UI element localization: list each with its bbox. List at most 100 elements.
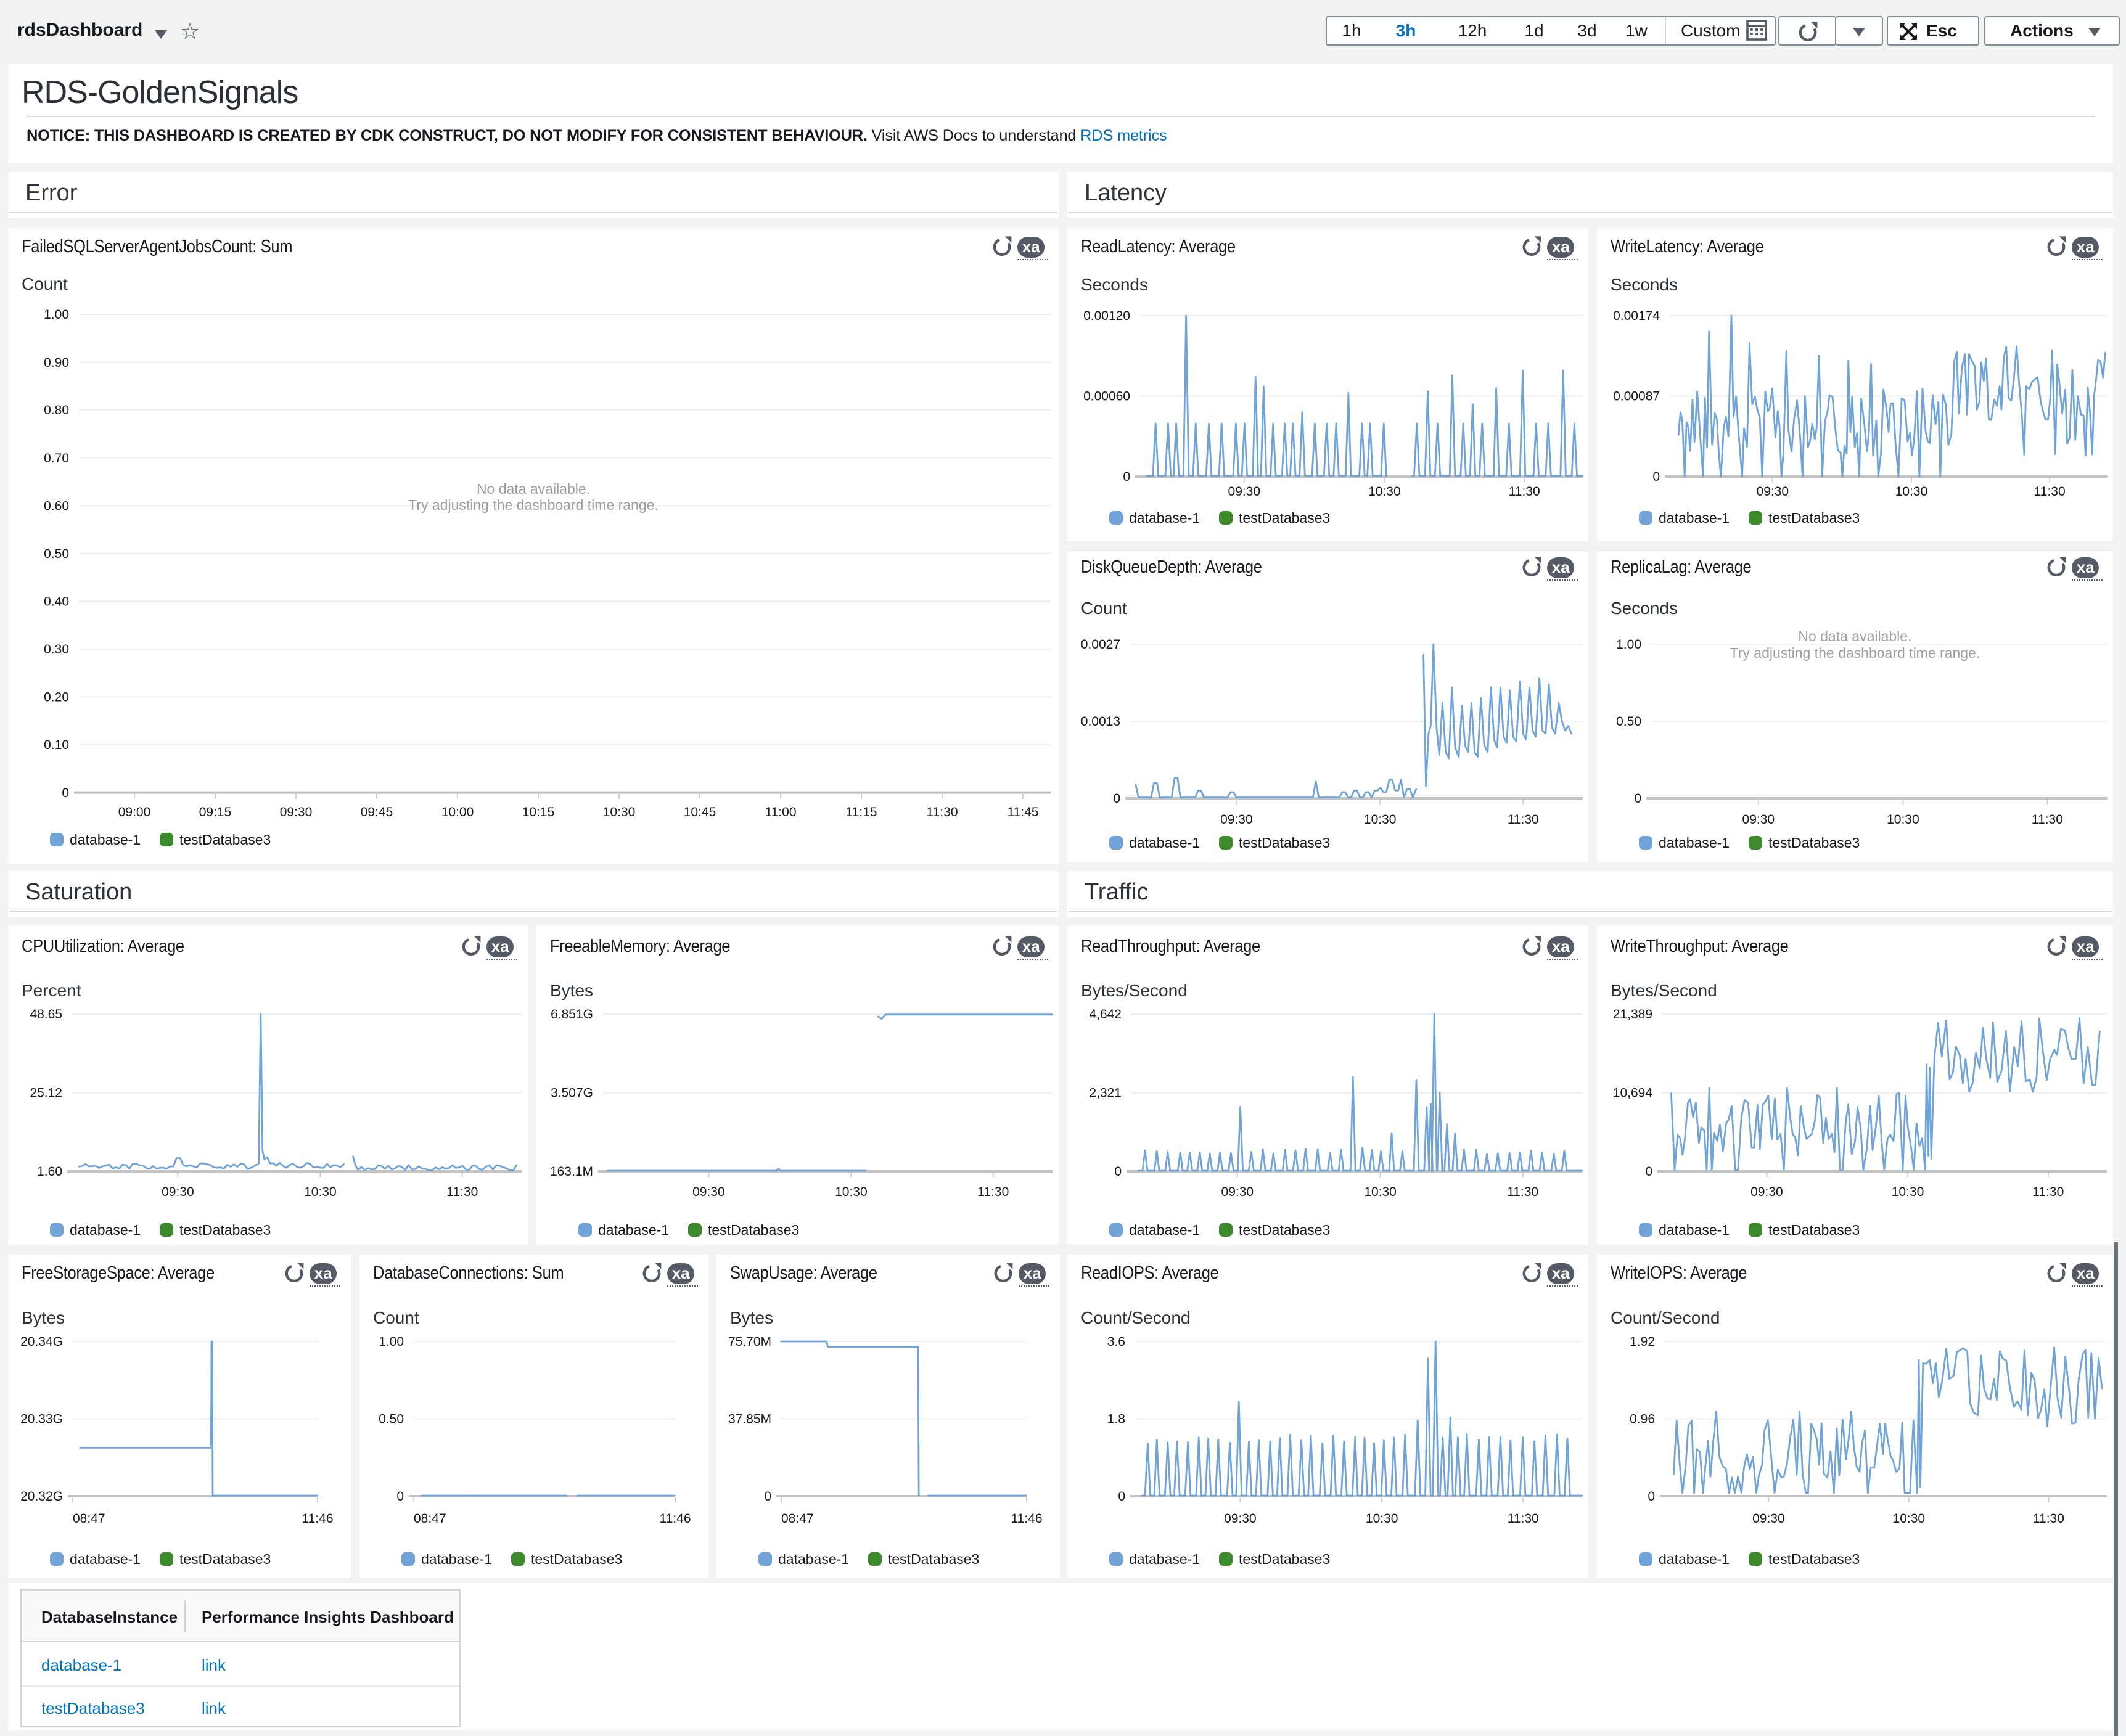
svg-text:10:30: 10:30 bbox=[1892, 1185, 1924, 1199]
svg-text:10:00: 10:00 bbox=[441, 805, 474, 819]
svg-text:10,694: 10,694 bbox=[1613, 1086, 1653, 1100]
svg-text:0: 0 bbox=[1118, 1489, 1125, 1504]
svg-text:6.851G: 6.851G bbox=[551, 1007, 593, 1022]
svg-text:0: 0 bbox=[764, 1489, 771, 1504]
svg-text:3.507G: 3.507G bbox=[551, 1086, 593, 1100]
svg-text:4,642: 4,642 bbox=[1089, 1007, 1122, 1022]
svg-text:Try adjusting the dashboard ti: Try adjusting the dashboard time range. bbox=[1730, 645, 1980, 661]
svg-text:08:47: 08:47 bbox=[781, 1512, 814, 1526]
svg-text:163.1M: 163.1M bbox=[550, 1165, 593, 1179]
svg-text:0.00120: 0.00120 bbox=[1083, 309, 1130, 323]
svg-text:No data available.: No data available. bbox=[477, 481, 590, 497]
svg-text:0.10: 0.10 bbox=[44, 738, 69, 752]
svg-text:1.00: 1.00 bbox=[379, 1335, 404, 1349]
svg-text:09:30: 09:30 bbox=[1228, 485, 1261, 499]
svg-text:0.40: 0.40 bbox=[44, 594, 69, 608]
svg-text:10:30: 10:30 bbox=[835, 1185, 868, 1199]
svg-text:0: 0 bbox=[1648, 1489, 1655, 1504]
svg-text:09:30: 09:30 bbox=[1224, 1512, 1257, 1526]
svg-text:11:30: 11:30 bbox=[1508, 813, 1539, 827]
svg-text:10:30: 10:30 bbox=[1887, 813, 1919, 827]
svg-text:3.6: 3.6 bbox=[1107, 1335, 1125, 1349]
svg-text:37.85M: 37.85M bbox=[728, 1412, 771, 1427]
svg-text:25.12: 25.12 bbox=[30, 1086, 62, 1100]
svg-text:09:00: 09:00 bbox=[118, 805, 151, 819]
svg-text:11:30: 11:30 bbox=[2034, 485, 2066, 499]
svg-text:0.00060: 0.00060 bbox=[1083, 390, 1130, 404]
svg-text:0.96: 0.96 bbox=[1630, 1412, 1655, 1427]
svg-text:11:30: 11:30 bbox=[446, 1185, 478, 1199]
svg-text:75.70M: 75.70M bbox=[728, 1335, 771, 1349]
svg-text:No data available.: No data available. bbox=[1798, 628, 1911, 644]
svg-text:48.65: 48.65 bbox=[30, 1007, 62, 1022]
svg-text:09:30: 09:30 bbox=[1752, 1512, 1785, 1526]
svg-text:0: 0 bbox=[1114, 1165, 1122, 1179]
svg-text:0.0027: 0.0027 bbox=[1081, 637, 1120, 652]
svg-text:09:30: 09:30 bbox=[692, 1185, 725, 1199]
svg-text:09:30: 09:30 bbox=[280, 805, 313, 819]
svg-text:08:47: 08:47 bbox=[414, 1512, 446, 1526]
svg-text:0: 0 bbox=[1123, 470, 1130, 484]
svg-text:0.60: 0.60 bbox=[44, 499, 69, 513]
svg-text:11:30: 11:30 bbox=[1508, 1512, 1539, 1526]
svg-text:0.50: 0.50 bbox=[44, 547, 69, 561]
svg-text:09:30: 09:30 bbox=[1220, 813, 1253, 827]
svg-text:0.00087: 0.00087 bbox=[1613, 390, 1660, 404]
svg-text:0.70: 0.70 bbox=[44, 451, 69, 465]
svg-text:11:00: 11:00 bbox=[765, 805, 797, 819]
svg-text:21,389: 21,389 bbox=[1613, 1007, 1652, 1022]
svg-text:2,321: 2,321 bbox=[1089, 1086, 1122, 1100]
svg-text:10:15: 10:15 bbox=[522, 805, 555, 819]
svg-text:09:45: 09:45 bbox=[361, 805, 393, 819]
svg-text:20.33G: 20.33G bbox=[20, 1412, 63, 1427]
svg-text:11:30: 11:30 bbox=[1507, 1185, 1538, 1199]
svg-text:10:30: 10:30 bbox=[1895, 485, 1928, 499]
svg-text:11:46: 11:46 bbox=[660, 1512, 691, 1526]
svg-text:10:30: 10:30 bbox=[304, 1185, 337, 1199]
svg-text:0: 0 bbox=[1645, 1165, 1652, 1179]
svg-text:1.8: 1.8 bbox=[1107, 1412, 1125, 1427]
svg-text:09:30: 09:30 bbox=[1742, 813, 1775, 827]
svg-text:1.00: 1.00 bbox=[1616, 637, 1641, 652]
svg-text:10:30: 10:30 bbox=[1893, 1512, 1926, 1526]
svg-text:0.80: 0.80 bbox=[44, 403, 69, 417]
svg-text:11:30: 11:30 bbox=[927, 805, 958, 819]
svg-text:09:30: 09:30 bbox=[1750, 1185, 1783, 1199]
svg-text:0.30: 0.30 bbox=[44, 642, 69, 657]
svg-text:10:45: 10:45 bbox=[684, 805, 716, 819]
svg-text:0: 0 bbox=[1652, 470, 1660, 484]
svg-text:0: 0 bbox=[396, 1489, 404, 1504]
svg-text:0: 0 bbox=[1113, 792, 1120, 806]
svg-text:11:30: 11:30 bbox=[2033, 1512, 2064, 1526]
svg-text:11:46: 11:46 bbox=[302, 1512, 334, 1526]
svg-text:0: 0 bbox=[62, 786, 69, 800]
svg-text:Try adjusting the dashboard ti: Try adjusting the dashboard time range. bbox=[408, 497, 659, 513]
svg-text:09:30: 09:30 bbox=[1757, 485, 1789, 499]
svg-text:11:30: 11:30 bbox=[2032, 1185, 2064, 1199]
svg-text:11:46: 11:46 bbox=[1011, 1512, 1043, 1526]
svg-text:09:30: 09:30 bbox=[162, 1185, 194, 1199]
svg-text:11:15: 11:15 bbox=[846, 805, 877, 819]
svg-text:1.60: 1.60 bbox=[37, 1165, 62, 1179]
svg-text:11:30: 11:30 bbox=[1509, 485, 1540, 499]
svg-text:11:30: 11:30 bbox=[2032, 813, 2063, 827]
svg-text:0: 0 bbox=[1634, 792, 1641, 806]
svg-text:10:30: 10:30 bbox=[1368, 485, 1401, 499]
svg-text:0.0013: 0.0013 bbox=[1081, 714, 1120, 729]
svg-text:10:30: 10:30 bbox=[1364, 813, 1397, 827]
svg-text:09:15: 09:15 bbox=[199, 805, 232, 819]
svg-text:0.20: 0.20 bbox=[44, 690, 69, 705]
svg-text:0.50: 0.50 bbox=[1616, 714, 1641, 729]
svg-text:0.00174: 0.00174 bbox=[1613, 309, 1660, 323]
svg-text:10:30: 10:30 bbox=[1366, 1512, 1398, 1526]
svg-text:09:30: 09:30 bbox=[1221, 1185, 1254, 1199]
svg-text:1.92: 1.92 bbox=[1630, 1335, 1655, 1349]
svg-text:20.32G: 20.32G bbox=[20, 1489, 63, 1504]
svg-text:10:30: 10:30 bbox=[603, 805, 636, 819]
svg-text:11:30: 11:30 bbox=[977, 1185, 1009, 1199]
svg-text:0.50: 0.50 bbox=[379, 1412, 404, 1427]
svg-text:11:45: 11:45 bbox=[1008, 805, 1039, 819]
svg-text:20.34G: 20.34G bbox=[20, 1335, 63, 1349]
svg-text:0.90: 0.90 bbox=[44, 356, 69, 370]
svg-text:1.00: 1.00 bbox=[44, 308, 69, 322]
